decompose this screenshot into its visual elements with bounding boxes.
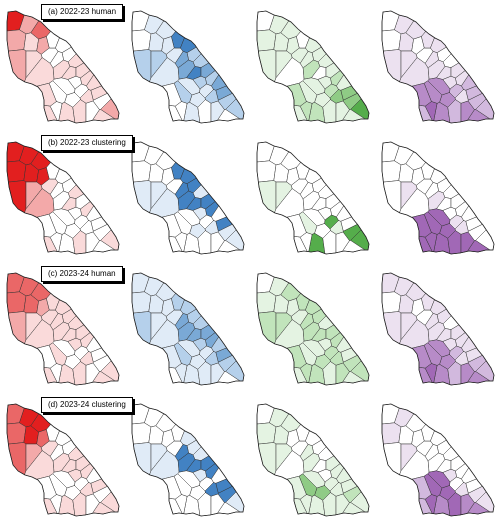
map-3-3	[256, 272, 370, 386]
region-4	[131, 160, 152, 183]
region-4	[131, 422, 152, 445]
map-1-3	[256, 10, 370, 124]
region-4	[256, 291, 277, 314]
map-4-1	[6, 403, 120, 517]
region-4	[381, 29, 402, 52]
row-label-3: (c) 2023-24 human	[41, 266, 123, 282]
map-outline	[381, 403, 495, 517]
map-4-2	[131, 403, 245, 517]
region-4	[256, 422, 277, 445]
map-outline	[6, 403, 120, 517]
map-1-1	[6, 10, 120, 124]
map-2-4	[381, 141, 495, 255]
map-outline	[131, 272, 245, 386]
region-4	[256, 160, 277, 183]
map-outline	[381, 141, 495, 255]
map-outline	[6, 141, 120, 255]
map-1-4	[381, 10, 495, 124]
region-4	[6, 160, 27, 183]
map-4-4	[381, 403, 495, 517]
map-outline	[6, 10, 120, 124]
region-4	[381, 422, 402, 445]
map-outline	[256, 141, 370, 255]
map-outline	[381, 272, 495, 386]
map-3-4	[381, 272, 495, 386]
row-label-1: (a) 2022-23 human	[41, 4, 124, 20]
map-3-2	[131, 272, 245, 386]
map-outline	[131, 403, 245, 517]
region-4	[131, 291, 152, 314]
map-2-2	[131, 141, 245, 255]
region-4	[381, 291, 402, 314]
region-4	[131, 29, 152, 52]
map-4-3	[256, 403, 370, 517]
map-3-1	[6, 272, 120, 386]
map-2-1	[6, 141, 120, 255]
map-outline	[381, 10, 495, 124]
map-outline	[131, 141, 245, 255]
map-outline	[256, 272, 370, 386]
map-outline	[256, 403, 370, 517]
region-4	[256, 29, 277, 52]
row-label-4: (d) 2023-24 clustering	[41, 397, 133, 413]
map-outline	[131, 10, 245, 124]
map-outline	[256, 10, 370, 124]
region-4	[6, 291, 27, 314]
map-1-2	[131, 10, 245, 124]
region-4	[6, 29, 27, 52]
region-4	[381, 160, 402, 183]
map-2-3	[256, 141, 370, 255]
map-outline	[6, 272, 120, 386]
region-4	[6, 422, 27, 445]
row-label-2: (b) 2022-23 clustering	[41, 135, 133, 151]
